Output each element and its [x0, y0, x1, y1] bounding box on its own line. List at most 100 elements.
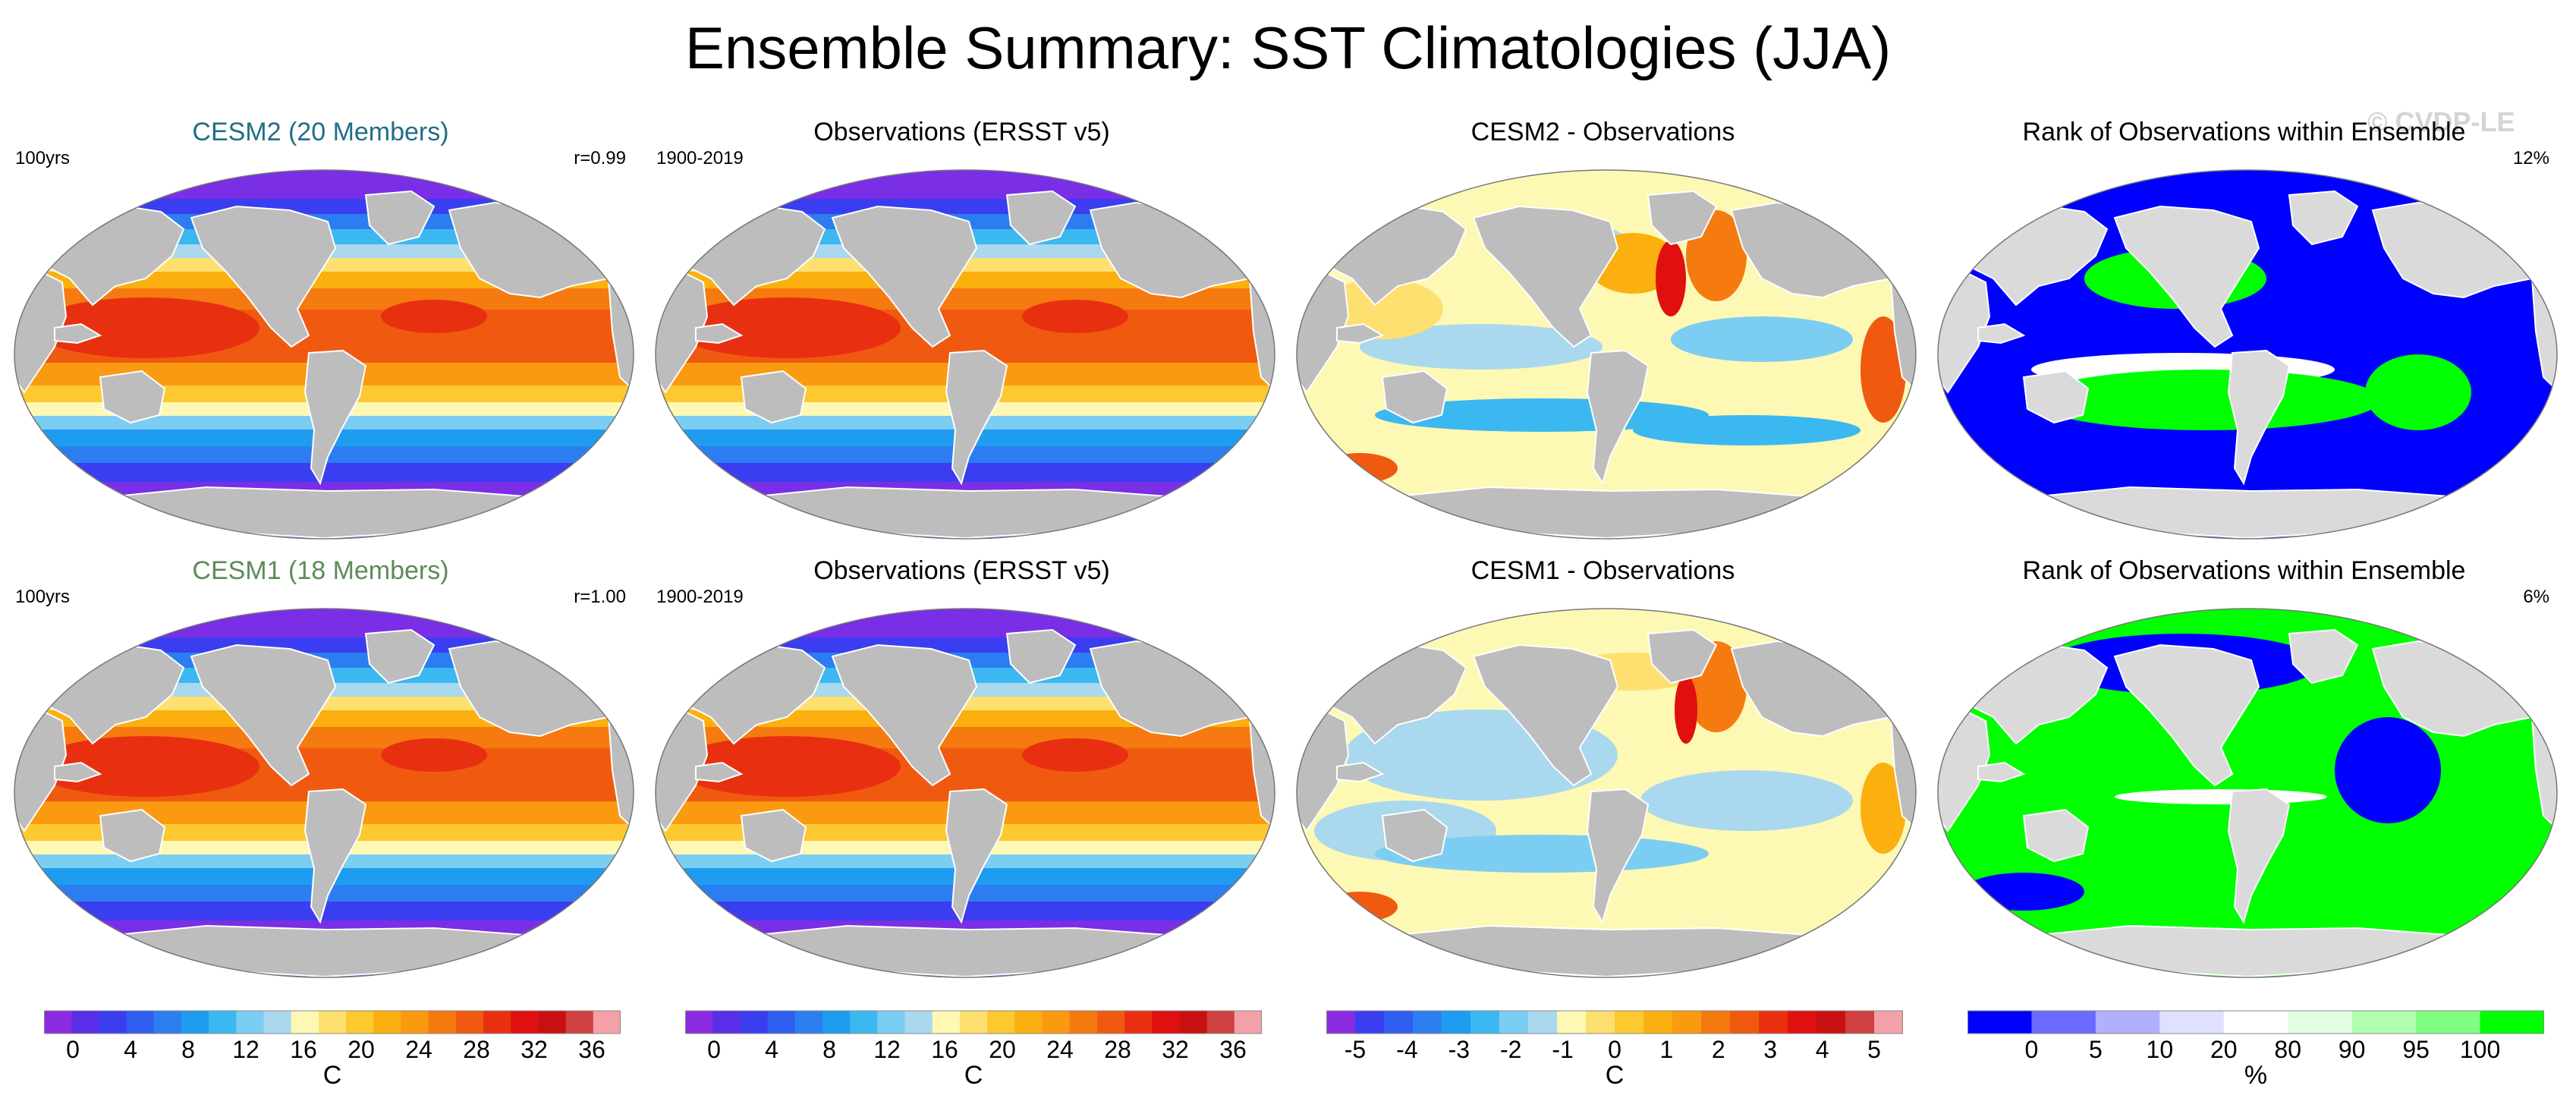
colorbar-unit: % [2244, 1061, 2268, 1090]
colorbar-swatch [959, 1011, 988, 1034]
colorbar-swatch [932, 1011, 961, 1034]
colorbar-tick-label: 24 [1046, 1036, 1074, 1062]
warm-pool [381, 738, 487, 772]
colorbar-swatch [1816, 1011, 1846, 1034]
land-mass [1977, 761, 2026, 783]
sst-map [655, 169, 1275, 540]
colorbar-swatch [455, 1011, 484, 1034]
colorbar-swatch [1672, 1011, 1702, 1034]
panel-cesm1-rank: Rank of Observations within Ensemble 6% [1923, 556, 2565, 981]
colorbar-swatch [373, 1011, 401, 1034]
colorbar-swatch [209, 1011, 237, 1034]
colorbar-tick-label: 20 [348, 1036, 375, 1062]
colorbar-swatch [987, 1011, 1015, 1034]
colorbar-swatch [126, 1011, 155, 1034]
years-label: 100yrs [15, 587, 71, 607]
panel-cesm2-difference: CESM2 - Observations [1282, 118, 1923, 543]
colorbar-swatch [740, 1011, 769, 1034]
colorbar-swatch [2095, 1011, 2160, 1034]
colorbar-tick-label: 0 [707, 1036, 721, 1062]
colorbar-tick-label: 16 [290, 1036, 317, 1062]
colorbar-swatch [71, 1011, 99, 1034]
pattern-correlation: r=1.00 [574, 587, 626, 607]
sst-band [14, 199, 634, 214]
colorbar-tick-label: -3 [1448, 1036, 1470, 1062]
map-outline [14, 608, 634, 978]
colorbar-tick-label: 3 [1763, 1036, 1777, 1062]
anomaly-region [1322, 278, 1443, 339]
difference-map [1296, 608, 1917, 978]
colorbar-swatch [1124, 1011, 1153, 1034]
panel-cesm2-climatology: CESM2 (20 Members) 100yrs r=0.99 [0, 118, 641, 543]
land-mass [364, 628, 436, 684]
land-mass [1586, 349, 1650, 486]
colorbar-rank: 0 5 10 20 80 90 95 100 % [1967, 1009, 2545, 1100]
land-mass [2113, 644, 2260, 787]
warm-pool [32, 297, 259, 358]
land-mass [364, 190, 436, 246]
colorbar-svg: 0 4 8 12 16 20 24 28 32 36 [44, 1010, 621, 1063]
panel-title: Rank of Observations within Ensemble [2022, 118, 2466, 146]
colorbar-swatch [1730, 1011, 1760, 1034]
warm-pool [673, 736, 901, 797]
colorbar-sst-model: 0 4 8 12 16 20 24 28 32 36 C [44, 1009, 621, 1100]
panel-obs-climatology: Observations (ERSST v5) 1900-2019 [641, 118, 1282, 543]
map-outline [655, 169, 1275, 540]
colorbar-swatch [99, 1011, 127, 1034]
colorbar-tick-label: 5 [1867, 1036, 1881, 1062]
land-mass [731, 924, 1200, 977]
colorbar-swatch [1326, 1011, 1356, 1034]
colorbar-swatch [822, 1011, 851, 1034]
colorbar-swatch [1152, 1011, 1180, 1034]
colorbar-tick-label: 12 [232, 1036, 259, 1062]
colorbar-tick-label: 8 [822, 1036, 836, 1062]
colorbar-tick-label: 28 [463, 1036, 490, 1062]
colorbar-swatch [2480, 1011, 2545, 1034]
colorbar-unit: C [964, 1061, 983, 1090]
colorbar-tick-label: -4 [1396, 1036, 1417, 1062]
land-mass [99, 370, 166, 424]
colorbar-tick-label: 2 [1712, 1036, 1725, 1062]
colorbar-tick-label: 90 [2339, 1036, 2366, 1062]
land-mass [695, 761, 744, 783]
land-mass [740, 370, 807, 424]
colorbar-difference: -5 -4 -3 -2 -1 0 1 2 3 4 5 C [1326, 1009, 1904, 1100]
colorbar-swatch [1206, 1011, 1235, 1034]
panel-title: Observations (ERSST v5) [813, 556, 1110, 585]
land-mass [1647, 190, 1718, 246]
colorbar-swatch [2351, 1011, 2417, 1034]
panel-title: Observations (ERSST v5) [813, 118, 1110, 146]
land-mass [1586, 788, 1650, 924]
colorbar-swatch [318, 1011, 347, 1034]
land-mass [304, 349, 367, 486]
colorbar-swatch [1014, 1011, 1043, 1034]
colorbar-sst-obs: 0 4 8 12 16 20 24 28 32 36 C [685, 1009, 1263, 1100]
years-label: 1900-2019 [656, 148, 744, 168]
land-mass [831, 644, 978, 787]
land-mass [190, 205, 337, 348]
colorbar-tick-label: 36 [578, 1036, 605, 1062]
land-mass [2288, 628, 2359, 684]
colorbar-unit: C [1605, 1061, 1625, 1090]
land-mass [1381, 370, 1448, 424]
colorbar-swatch [1759, 1011, 1788, 1034]
colorbar-swatch [1874, 1011, 1904, 1034]
map-outline [1937, 608, 2558, 978]
panel-title: CESM2 (20 Members) [192, 118, 449, 146]
colorbar-tick-label: 95 [2402, 1036, 2430, 1062]
rank-percentage: 12% [2512, 148, 2549, 168]
rank-percentage: 6% [2523, 587, 2549, 607]
land-mass [2113, 205, 2260, 348]
map-outline [1296, 608, 1917, 978]
colorbar-tick-label: 8 [181, 1036, 195, 1062]
land-mass [99, 808, 166, 863]
colorbar-swatch [712, 1011, 741, 1034]
colorbar-swatch [1234, 1011, 1263, 1034]
land-mass [90, 486, 558, 539]
rank-region [2365, 354, 2471, 430]
anomaly-region [1322, 453, 1398, 483]
land-mass [740, 808, 807, 863]
colorbar-swatch [401, 1011, 429, 1034]
warm-pool [381, 300, 487, 333]
colorbar-tick-label: 0 [66, 1036, 80, 1062]
